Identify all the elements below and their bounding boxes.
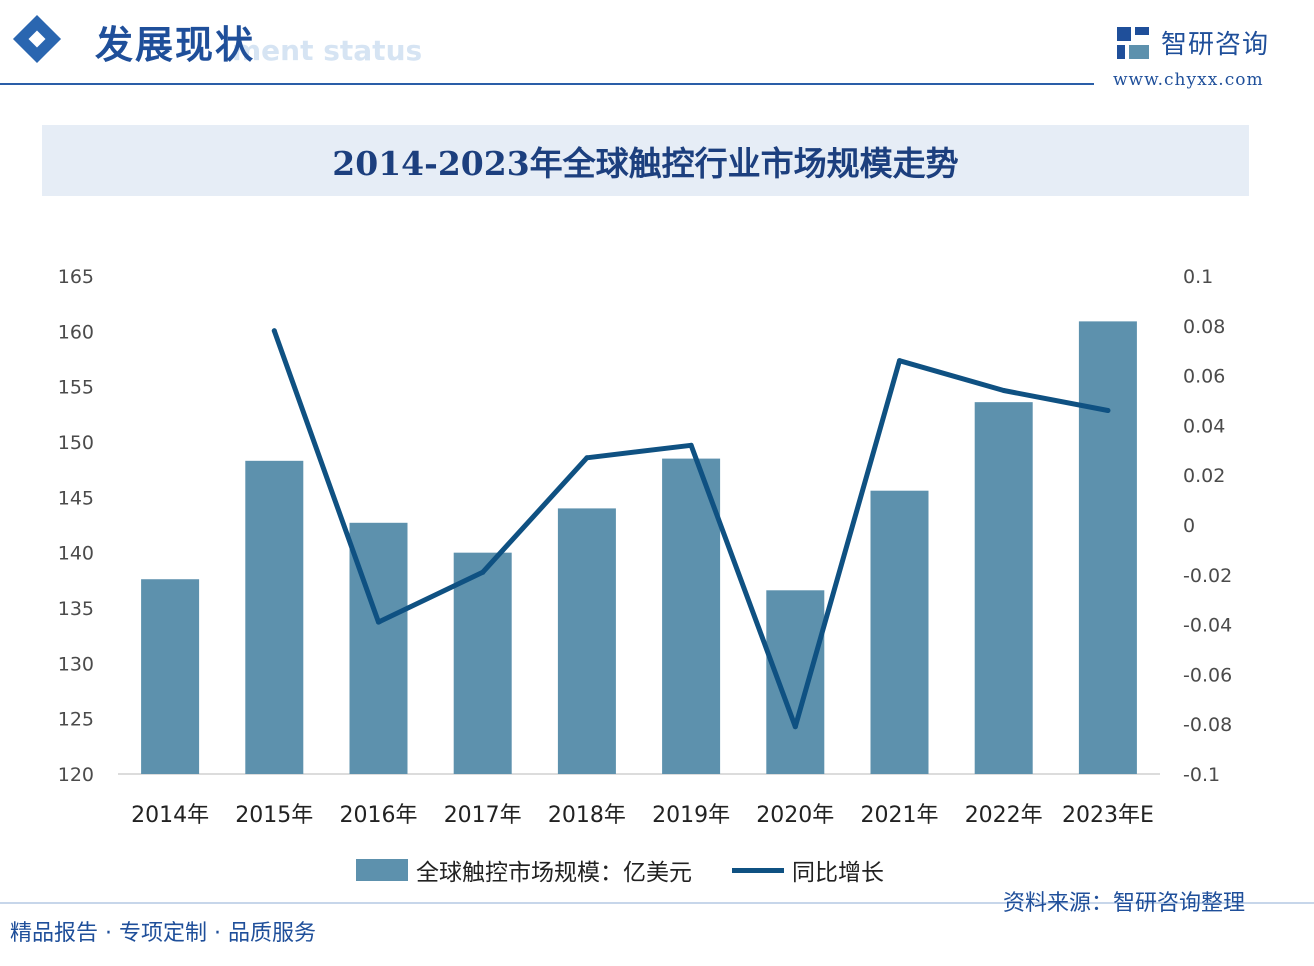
legend-line-label: 同比增长 <box>792 860 884 886</box>
category-label: 2018年 <box>548 803 626 828</box>
brand-logo-icon <box>1117 26 1149 59</box>
right-axis-tick-label: -0.04 <box>1183 615 1232 637</box>
category-label: 2015年 <box>235 803 313 828</box>
brand-name: 智研咨询 <box>1161 30 1270 60</box>
growth-point <box>792 724 798 730</box>
category-label: 2016年 <box>340 803 418 828</box>
bar <box>870 490 929 774</box>
chart-legend: 全球触控市场规模：亿美元 同比增长 <box>356 853 884 887</box>
left-axis-tick-label: 135 <box>58 598 94 620</box>
category-label: 2023年E <box>1062 803 1154 828</box>
left-axis-tick-label: 130 <box>58 653 94 675</box>
category-label: 2017年 <box>444 803 522 828</box>
footer-divider <box>0 902 1314 904</box>
right-axis-tick-label: 0.06 <box>1183 366 1225 388</box>
bar <box>1078 321 1137 774</box>
page-title: 发展现状 <box>95 23 256 67</box>
right-axis-tick-label: 0.04 <box>1183 415 1225 437</box>
left-axis-tick-label: 140 <box>58 543 94 565</box>
right-axis-tick-label: 0.08 <box>1183 316 1225 338</box>
bar <box>245 460 304 774</box>
legend-bar-swatch <box>356 859 408 881</box>
bar <box>557 508 616 774</box>
left-axis-tick-label: 120 <box>58 764 94 786</box>
left-axis-tick-label: 145 <box>58 487 94 509</box>
bar <box>141 579 200 774</box>
growth-point <box>584 455 590 461</box>
right-axis-tick-label: -0.08 <box>1183 714 1232 736</box>
category-label: 2020年 <box>756 803 834 828</box>
growth-point <box>897 358 902 364</box>
category-label: 2014年 <box>131 803 209 828</box>
chart-title: 2014-2023年全球触控行业市场规模走势 <box>332 143 959 183</box>
footer-slogan: 精品报告 · 专项定制 · 品质服务 <box>10 921 316 946</box>
growth-point <box>376 619 381 625</box>
right-axis-tick-label: -0.06 <box>1183 664 1232 686</box>
left-axis-tick-label: 155 <box>58 377 94 399</box>
category-label: 2022年 <box>965 803 1043 828</box>
header-subtitle: ment status <box>232 34 423 67</box>
left-axis-tick-label: 125 <box>58 709 94 731</box>
category-label: 2021年 <box>861 803 939 828</box>
legend-bar-label: 全球触控市场规模：亿美元 <box>416 860 692 886</box>
left-axis-tick-label: 150 <box>58 432 94 454</box>
legend-line-swatch <box>732 867 784 873</box>
right-axis-tick-label: 0 <box>1183 515 1195 537</box>
chart-title-band <box>42 125 1249 196</box>
source-note: 资料来源：智研咨询整理 <box>1003 891 1246 916</box>
right-axis-tick-label: -0.02 <box>1183 565 1232 587</box>
growth-point <box>1001 388 1007 394</box>
category-label: 2019年 <box>652 803 730 828</box>
right-axis-tick-label: 0.1 <box>1183 266 1213 288</box>
bar <box>662 458 721 774</box>
growth-point <box>271 328 277 334</box>
growth-point <box>1105 407 1111 413</box>
header-divider <box>0 83 1094 85</box>
brand: 智研咨询 <box>1115 24 1269 61</box>
growth-point <box>688 442 694 448</box>
bar <box>974 402 1033 774</box>
left-axis-tick-label: 160 <box>58 321 94 343</box>
right-axis-tick-label: -0.1 <box>1183 764 1220 786</box>
bar <box>453 552 512 774</box>
right-axis-tick-label: 0.02 <box>1183 465 1225 487</box>
growth-point <box>480 569 486 575</box>
bar <box>766 590 825 774</box>
left-axis-tick-label: 165 <box>58 266 94 288</box>
brand-url: www.chyxx.com <box>1113 70 1264 90</box>
